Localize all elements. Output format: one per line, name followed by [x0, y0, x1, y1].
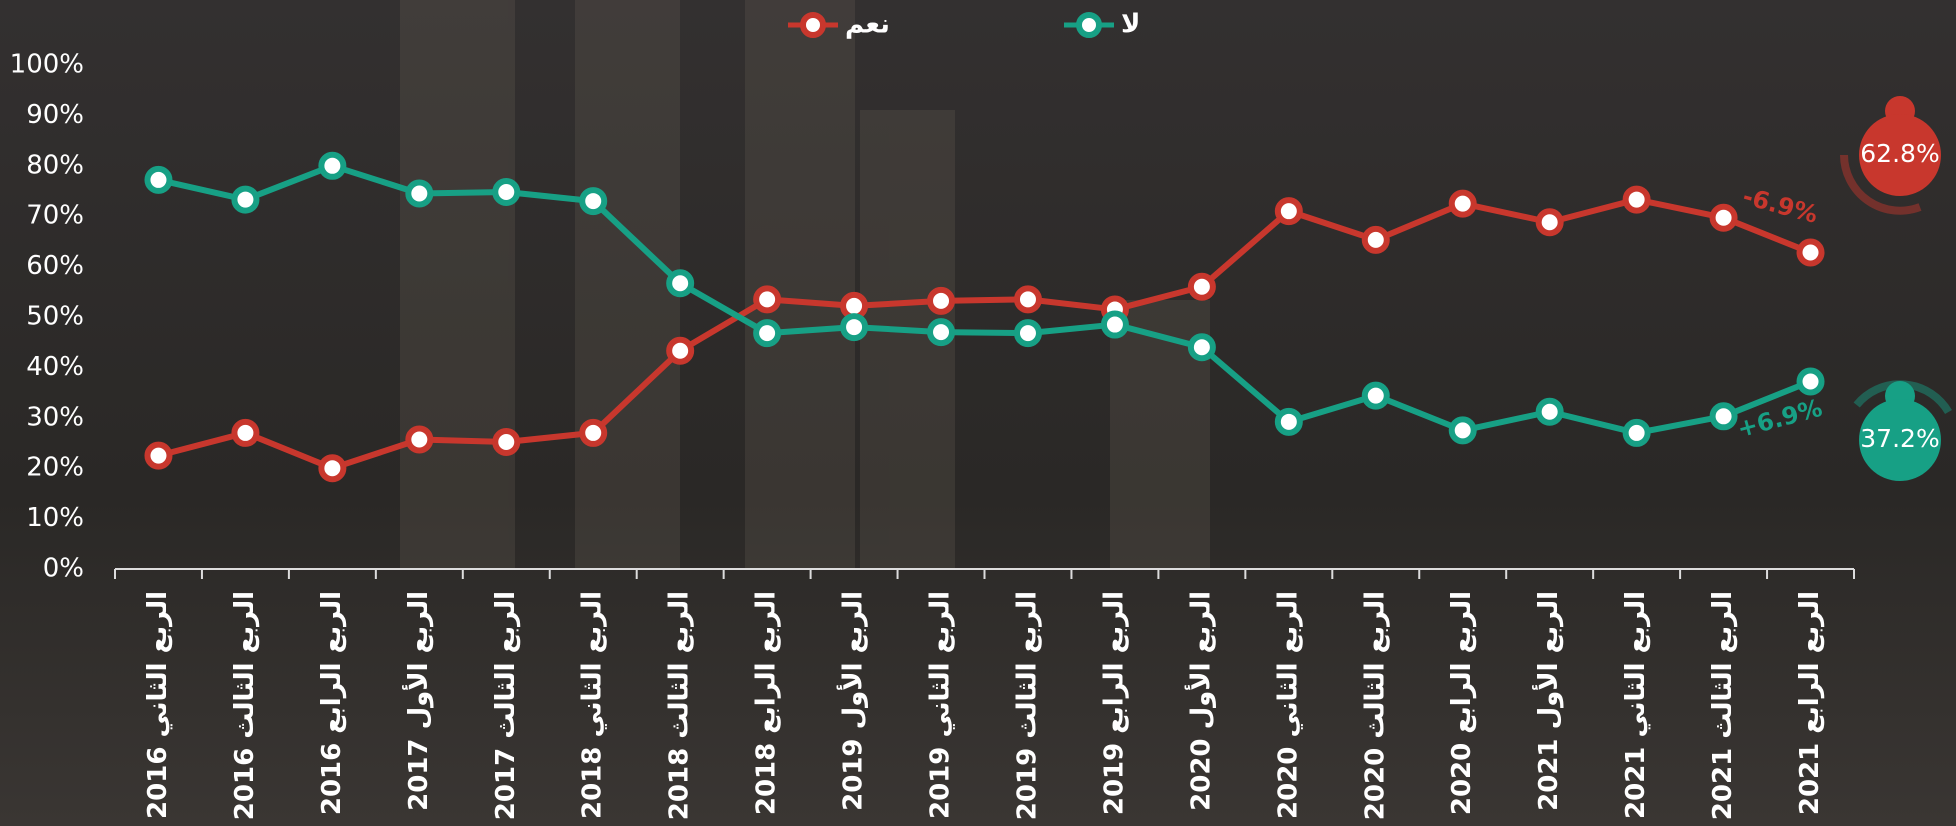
- x-tick-label: الربع الأول 2021: [1532, 591, 1564, 811]
- y-tick-label: 70%: [26, 201, 84, 231]
- point: [927, 318, 956, 347]
- point: [1187, 272, 1216, 301]
- point: [231, 418, 260, 447]
- point: [1622, 185, 1651, 214]
- y-tick-label: 50%: [26, 302, 84, 332]
- legend-label: لا: [1121, 10, 1140, 40]
- point: [1709, 402, 1738, 431]
- x-tick-label: الربع الثاني 2016: [143, 591, 173, 819]
- point: [144, 441, 173, 470]
- y-tick-label: 90%: [26, 100, 84, 130]
- point: [1187, 333, 1216, 362]
- badge-arc: [1840, 154, 1922, 215]
- x-tick-label: الربع الثالث 2017: [491, 591, 521, 820]
- point: [1013, 285, 1042, 314]
- x-tick-label: الربع الثالث 2018: [665, 591, 695, 820]
- y-tick-label: 100%: [10, 50, 84, 80]
- y-tick-label: 20%: [26, 453, 84, 483]
- point: [1796, 367, 1825, 396]
- point: [1361, 381, 1390, 410]
- point: [666, 336, 695, 365]
- x-tick-label: الربع الرابع 2021: [1795, 591, 1825, 815]
- point: [405, 425, 434, 454]
- point: [405, 179, 434, 208]
- legend-marker: [1076, 12, 1102, 38]
- legend-marker: [800, 12, 826, 38]
- y-tick-label: 60%: [26, 251, 84, 281]
- x-tick-label: الربع الرابع 2019: [1099, 591, 1129, 815]
- point: [1448, 189, 1477, 218]
- x-tick-label: الربع الرابع 2016: [317, 591, 347, 815]
- point: [1013, 319, 1042, 348]
- point: [840, 313, 869, 342]
- badge: [1859, 399, 1941, 481]
- point: [1100, 310, 1129, 339]
- x-tick-label: الربع الثاني 2019: [926, 591, 956, 819]
- x-tick-label: الربع الثاني 2018: [578, 591, 608, 819]
- x-tick-label: الربع الثالث 2016: [230, 591, 260, 820]
- y-tick-label: 30%: [26, 402, 84, 432]
- end-label: 37.2%: [1860, 424, 1939, 453]
- y-tick-label: 10%: [26, 503, 84, 533]
- badge: [1859, 114, 1941, 196]
- point: [231, 185, 260, 214]
- point: [318, 454, 347, 483]
- point: [753, 285, 782, 314]
- x-tick-label: الربع الأول 2017: [402, 591, 434, 811]
- y-tick-label: 0%: [43, 554, 84, 584]
- point: [666, 269, 695, 298]
- x-tick-label: الربع الأول 2020: [1184, 591, 1216, 811]
- x-tick-label: الربع الثاني 2020: [1273, 591, 1303, 819]
- point: [1709, 203, 1738, 232]
- point: [1535, 208, 1564, 237]
- end-label: 62.8%: [1860, 139, 1939, 168]
- point: [927, 286, 956, 315]
- x-tick-label: الربع الثالث 2021: [1708, 591, 1738, 820]
- series-line: [157, 162, 1812, 436]
- x-tick-label: الربع الأول 2019: [837, 591, 869, 811]
- x-tick-label: الربع الثالث 2019: [1012, 591, 1042, 820]
- y-tick-label: 80%: [26, 150, 84, 180]
- background-columns: [400, 0, 1210, 570]
- x-tick-label: الربع الرابع 2020: [1447, 591, 1477, 815]
- point: [492, 178, 521, 207]
- point: [1274, 197, 1303, 226]
- point: [1361, 225, 1390, 254]
- point: [579, 418, 608, 447]
- point: [753, 319, 782, 348]
- y-tick-label: 40%: [26, 352, 84, 382]
- x-tick-label: الربع الثاني 2021: [1621, 591, 1651, 819]
- point: [1535, 397, 1564, 426]
- point: [1448, 416, 1477, 445]
- x-tick-label: الربع الرابع 2018: [752, 591, 782, 815]
- point: [318, 151, 347, 180]
- legend-label: نعم: [845, 10, 890, 40]
- point: [1274, 407, 1303, 436]
- point: [492, 427, 521, 456]
- point: [1622, 418, 1651, 447]
- point: [1796, 238, 1825, 267]
- point: [144, 165, 173, 194]
- point: [579, 187, 608, 216]
- x-tick-label: الربع الثالث 2020: [1360, 591, 1390, 820]
- series-line: [157, 196, 1812, 472]
